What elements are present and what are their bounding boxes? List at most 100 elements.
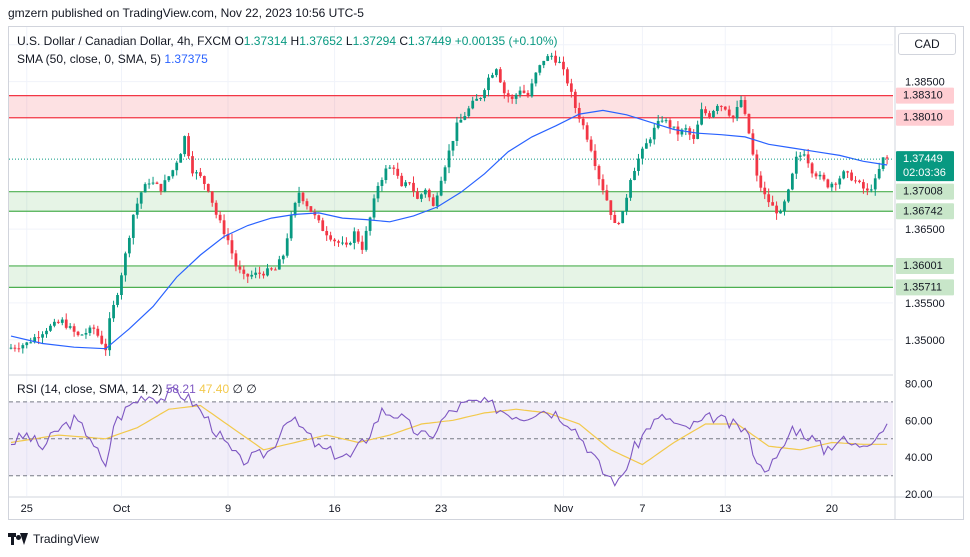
candle-body xyxy=(88,327,92,334)
candle-body xyxy=(644,143,648,149)
candle-body xyxy=(696,124,700,139)
candle-body xyxy=(206,183,210,192)
time-tick-label: Nov xyxy=(554,503,574,515)
candle-body xyxy=(854,180,857,182)
candle-body xyxy=(593,150,597,167)
candle-body xyxy=(802,154,806,156)
candle-body xyxy=(471,100,475,109)
close-value: 1.37449 xyxy=(408,34,452,48)
candle-body xyxy=(53,321,56,326)
candle-body xyxy=(108,318,112,351)
candle-body xyxy=(376,185,380,199)
candle-body xyxy=(810,163,814,174)
candle-body xyxy=(566,69,569,84)
tradingview-logo-icon xyxy=(8,533,28,545)
candle-body xyxy=(704,109,707,114)
high-value: 1.37652 xyxy=(299,34,343,48)
candle-body xyxy=(404,182,407,187)
candle-body xyxy=(199,172,202,177)
candle-body xyxy=(858,180,861,183)
candle-body xyxy=(435,195,439,206)
price-zones xyxy=(9,95,893,288)
candle-body xyxy=(72,326,76,332)
candle-body xyxy=(467,108,471,117)
candle-body xyxy=(617,223,621,225)
candle-body xyxy=(92,327,96,329)
candle-body xyxy=(747,113,751,134)
candle-body xyxy=(392,167,396,169)
candle-body xyxy=(100,335,104,344)
candle-body xyxy=(120,275,123,296)
change-value: +0.00135 (+0.10%) xyxy=(454,34,558,48)
candle-body xyxy=(506,93,510,97)
candle-body xyxy=(660,120,664,122)
rsi-sma-line xyxy=(10,404,888,466)
low-label: L xyxy=(345,34,353,48)
candle-body xyxy=(514,94,518,99)
candle-body xyxy=(56,321,60,323)
candle-body xyxy=(869,189,873,191)
candle-body xyxy=(37,337,40,339)
price-badges: 1.38310 1.38010 1.37008 1.36742 1.36001 1.357… xyxy=(896,87,954,296)
sma-line xyxy=(9,109,893,350)
currency-button[interactable]: CAD xyxy=(898,33,956,55)
candle-body xyxy=(794,156,798,174)
candle-body xyxy=(222,220,226,235)
candle-body xyxy=(96,328,100,336)
candle-body xyxy=(214,202,218,215)
candle-body xyxy=(483,90,486,99)
candle-body xyxy=(305,201,309,207)
footer-brand[interactable]: TradingView xyxy=(8,532,99,546)
candle-body xyxy=(368,217,372,231)
price-tick-label: 1.35000 xyxy=(905,335,945,347)
low-value: 1.37294 xyxy=(352,34,396,48)
candle-body xyxy=(637,158,640,171)
support-zone xyxy=(9,265,893,288)
sma-legend[interactable]: SMA (50, close, 0, SMA, 5) 1.37375 xyxy=(17,52,208,66)
time-tick-label: 23 xyxy=(435,503,447,515)
candle-body xyxy=(625,197,628,212)
candle-body xyxy=(838,178,842,185)
candle-body xyxy=(862,182,865,189)
candle-body xyxy=(226,234,230,241)
time-tick-label: 9 xyxy=(225,503,231,515)
candle-body xyxy=(790,173,794,190)
candle-body xyxy=(783,201,786,212)
candle-body xyxy=(731,115,735,119)
candle-body xyxy=(64,319,68,328)
candle-body xyxy=(112,304,115,319)
chart-frame xyxy=(8,26,964,520)
candle-body xyxy=(542,60,546,66)
candle-body xyxy=(771,202,775,206)
candle-body xyxy=(775,205,778,214)
candle-body xyxy=(345,242,348,245)
candle-body xyxy=(195,172,198,174)
candle-body xyxy=(830,183,834,188)
candle-body xyxy=(41,334,44,338)
candle-body xyxy=(641,148,644,159)
candle-body xyxy=(526,92,530,97)
candle-body xyxy=(664,120,668,122)
symbol-legend[interactable]: U.S. Dollar / Canadian Dollar, 4h, FXCM … xyxy=(17,34,558,48)
candle-body xyxy=(451,140,455,151)
candle-body xyxy=(534,72,538,84)
candle-body xyxy=(131,214,135,238)
candle-body xyxy=(210,191,214,203)
candle-body xyxy=(502,82,506,94)
close-label: C xyxy=(399,34,409,48)
candle-body xyxy=(712,110,715,118)
resistance-top-badge-bg xyxy=(896,87,954,104)
support-zone xyxy=(9,191,893,212)
candle-body xyxy=(846,171,849,173)
candle-body xyxy=(479,98,482,100)
candle-body xyxy=(163,180,167,192)
rsi-legend[interactable]: RSI (14, close, SMA, 14, 2) 58.21 47.40 … xyxy=(17,382,257,396)
candle-body xyxy=(45,330,48,335)
candle-body xyxy=(668,120,672,128)
candle-body xyxy=(281,255,285,260)
candle-body xyxy=(179,154,183,163)
candle-body xyxy=(396,168,400,176)
candle-body xyxy=(818,174,822,177)
candle-body xyxy=(585,125,589,140)
